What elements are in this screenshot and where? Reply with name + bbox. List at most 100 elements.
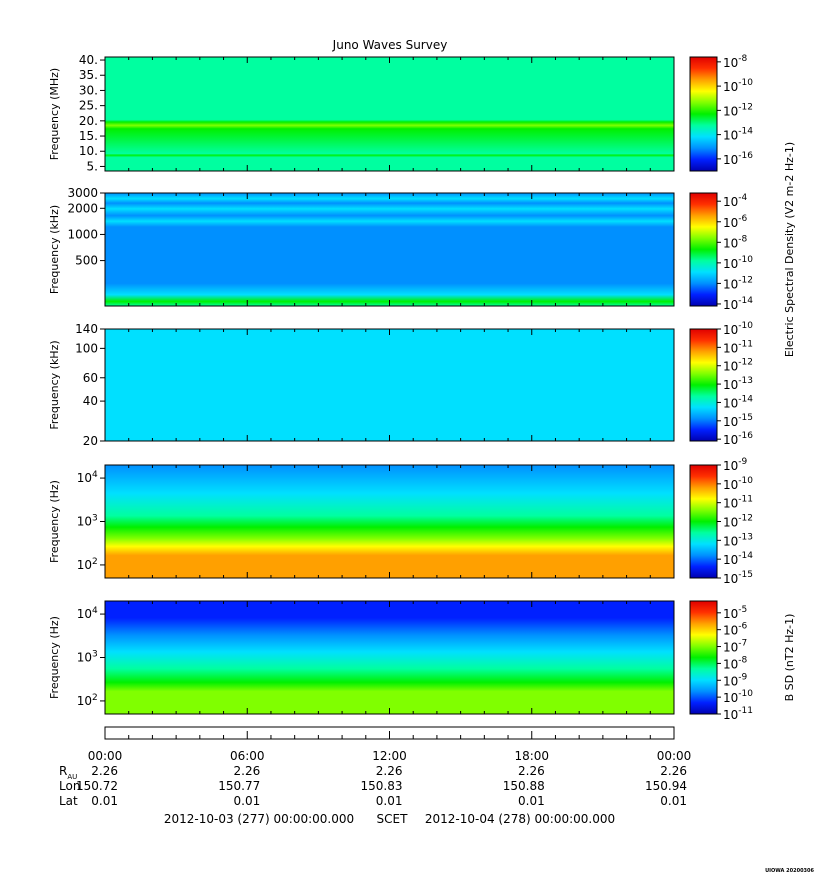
ephem-value-2-1: 0.01	[234, 794, 261, 808]
ephem-value-1-4: 150.94	[645, 779, 687, 793]
ytick-label-2-0: 3000	[67, 186, 98, 200]
ytick-label-1-7: 5.	[87, 159, 98, 173]
ytick-label-1-4: 20.	[79, 114, 98, 128]
panel-1: 40.35.30. 25.20.15.10.5. Frequency (MHz) 10…	[48, 53, 753, 173]
cbar-label-4-1: 10-10	[723, 476, 753, 492]
cbar-label-2-1: 10-6	[723, 214, 748, 230]
ytick-label-4-1: 10	[77, 515, 92, 529]
spectrogram-5	[105, 601, 674, 714]
ytick-exp-4-1: 3	[92, 514, 98, 524]
colorbar-4	[689, 464, 718, 579]
cbar-label-5-6: 10-11	[723, 706, 753, 722]
colorbar-5	[689, 600, 718, 715]
ytick-label-4-2: 10	[77, 558, 92, 572]
cbar-label-5-4: 10-9	[723, 672, 748, 688]
time-tick-label-4: 00:00	[657, 749, 692, 763]
ephem-value-2-0: 0.01	[91, 794, 118, 808]
ytick-label-1-1: 35.	[79, 68, 98, 82]
panel-3: 140 100 60 40 20 Frequency (kHz) 10-10 10-11 10-…	[48, 321, 753, 448]
ytick-exp-4-0: 4	[92, 470, 98, 480]
ephem-value-1-3: 150.88	[503, 779, 545, 793]
cbar-label-5-5: 10-10	[723, 689, 753, 705]
cbar-label-1-0: 10-8	[723, 54, 748, 70]
cbar-label-4-5: 10-14	[723, 551, 753, 567]
cbar-label-2-0: 10-4	[723, 193, 748, 209]
cbar-label-1-3: 10-14	[723, 127, 753, 143]
time-tick-label-0: 00:00	[88, 749, 123, 763]
ylabel-1: Frequency (MHz)	[48, 68, 61, 160]
date-end: 2012-10-04 (278) 00:00:00.000	[425, 812, 615, 826]
cbar-label-3-2: 10-12	[723, 358, 753, 374]
spectrogram-2	[105, 193, 674, 306]
ephem-value-0-2: 2.26	[376, 764, 403, 778]
ytick-label-2-1: 2000	[67, 201, 98, 215]
cbar-label-5-1: 10-6	[723, 622, 748, 638]
ytick-exp-5-0: 4	[92, 606, 98, 616]
cbar-label-3-0: 10-10	[723, 321, 753, 337]
spectrogram-1	[105, 57, 674, 171]
ytick-label-4-0: 10	[77, 471, 92, 485]
ytick-exp-5-1: 3	[92, 650, 98, 660]
time-tick-label-1: 06:00	[230, 749, 265, 763]
footer-stamp: UIOWA 20200306	[765, 868, 814, 874]
cbar-label-4-2: 10-11	[723, 495, 753, 511]
ytick-label-1-6: 10.	[79, 144, 98, 158]
time-tick-label-2: 12:00	[372, 749, 407, 763]
ytick-label-2-2: 1000	[67, 227, 98, 241]
ephem-value-0-0: 2.26	[91, 764, 118, 778]
ephem-value-1-1: 150.77	[218, 779, 260, 793]
ephem-value-0-4: 2.26	[660, 764, 687, 778]
colorbar-label-2: Electric Spectral Density (V2 m-2 Hz-1)	[783, 142, 796, 357]
spectrogram-3	[105, 329, 674, 441]
ytick-label-3-0: 140	[75, 322, 98, 336]
cbar-label-1-4: 10-16	[723, 151, 753, 167]
cbar-label-5-3: 10-8	[723, 655, 748, 671]
ephem-value-2-4: 0.01	[660, 794, 687, 808]
cbar-label-1-1: 10-10	[723, 78, 753, 94]
colorbar-3	[689, 328, 718, 442]
date-scet: SCET	[377, 812, 409, 826]
ephem-label-1: Lon	[59, 779, 80, 793]
ephem-value-2-2: 0.01	[376, 794, 403, 808]
cbar-label-4-0: 10-9	[723, 457, 748, 473]
cbar-label-3-1: 10-11	[723, 339, 753, 355]
ytick-exp-5-2: 2	[92, 693, 98, 703]
date-start: 2012-10-03 (277) 00:00:00.000	[164, 812, 354, 826]
cbar-label-2-2: 10-8	[723, 234, 748, 250]
ylabel-3: Frequency (kHz)	[48, 340, 61, 429]
ytick-exp-4-2: 2	[92, 557, 98, 567]
ylabel-5: Frequency (Hz)	[48, 616, 61, 699]
cbar-label-5-2: 10-7	[723, 639, 747, 655]
ephem-value-0-3: 2.26	[518, 764, 545, 778]
ytick-label-1-0: 40.	[79, 53, 98, 67]
colorbar-label-5: B SD (nT2 Hz-1)	[783, 614, 796, 702]
ephem-value-0-1: 2.26	[234, 764, 261, 778]
ytick-label-3-1: 100	[75, 341, 98, 355]
ylabel-4: Frequency (Hz)	[48, 480, 61, 563]
ephem-value-1-0: 150.72	[76, 779, 118, 793]
ytick-label-1-3: 25.	[79, 99, 98, 113]
ytick-label-2-3: 500	[75, 254, 98, 268]
cbar-label-2-4: 10-12	[723, 275, 753, 291]
cbar-label-4-3: 10-12	[723, 514, 753, 530]
ephem-value-2-3: 0.01	[518, 794, 545, 808]
cbar-label-3-6: 10-16	[723, 431, 753, 447]
spectrogram-4	[105, 465, 674, 578]
cbar-label-2-5: 10-14	[723, 296, 753, 312]
ephem-value-1-2: 150.83	[361, 779, 403, 793]
ephem-label-2: Lat	[59, 794, 78, 808]
colorbar-1	[689, 56, 718, 172]
ytick-label-3-2: 60	[83, 371, 98, 385]
cbar-label-3-5: 10-15	[723, 413, 753, 429]
cbar-label-2-3: 10-10	[723, 255, 753, 271]
ytick-label-1-2: 30.	[79, 83, 98, 97]
time-tick-label-3: 18:00	[514, 749, 549, 763]
chart-title: Juno Waves Survey	[332, 38, 448, 52]
ytick-label-5-2: 10	[77, 694, 92, 708]
cbar-label-3-4: 10-14	[723, 394, 753, 410]
cbar-label-4-4: 10-13	[723, 532, 753, 548]
